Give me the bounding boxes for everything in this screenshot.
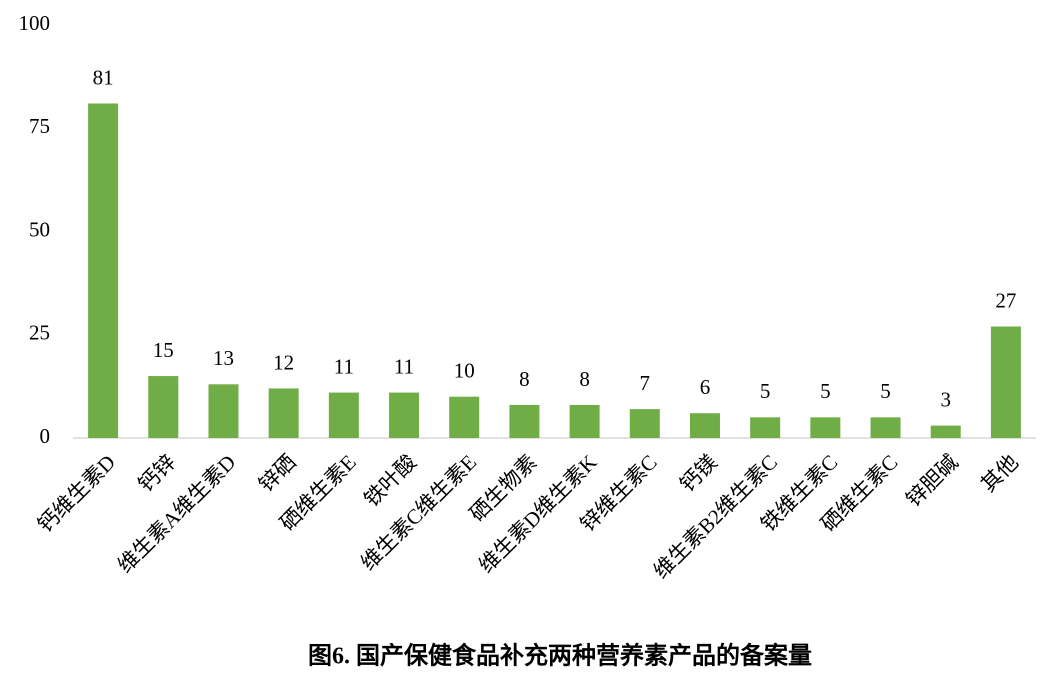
data-label: 6 <box>700 375 711 399</box>
data-label: 5 <box>820 379 831 403</box>
x-tick-label: 钙镁 <box>675 450 722 497</box>
bar <box>148 376 179 438</box>
data-label: 8 <box>579 367 590 391</box>
bar <box>750 417 781 438</box>
data-label: 15 <box>153 338 174 362</box>
data-label: 5 <box>880 379 891 403</box>
bar <box>88 103 119 438</box>
y-tick-label: 50 <box>29 217 50 241</box>
data-label: 3 <box>940 387 951 411</box>
data-label: 7 <box>640 371 651 395</box>
x-tick-label: 其他 <box>976 450 1023 497</box>
bar <box>629 409 660 438</box>
data-label: 13 <box>213 346 234 370</box>
data-label: 8 <box>519 367 530 391</box>
data-label: 11 <box>334 354 354 378</box>
x-tick-label: 锌硒 <box>254 450 301 497</box>
bar <box>449 396 480 438</box>
bar <box>930 425 961 438</box>
data-label: 27 <box>995 288 1016 312</box>
bar <box>689 413 720 438</box>
data-label: 5 <box>760 379 771 403</box>
bar <box>810 417 841 438</box>
bar <box>268 388 299 438</box>
bar <box>389 392 420 438</box>
data-label: 12 <box>273 350 294 374</box>
data-label: 81 <box>93 65 114 89</box>
bar <box>208 384 239 438</box>
x-tick-label: 锌胆碱 <box>901 450 963 512</box>
bar <box>870 417 901 438</box>
bar <box>990 326 1021 438</box>
bar <box>509 404 540 438</box>
x-tick-label: 钙锌 <box>134 450 181 497</box>
bar <box>569 404 600 438</box>
y-tick-label: 100 <box>19 11 51 35</box>
y-tick-label: 25 <box>29 321 50 345</box>
chart-title: 图6. 国产保健食品补充两种营养素产品的备案量 <box>308 642 812 670</box>
y-tick-label: 0 <box>40 424 51 448</box>
x-tick-label: 钙维生素D <box>33 450 120 537</box>
y-tick-label: 75 <box>29 114 50 138</box>
data-label: 10 <box>454 359 475 383</box>
data-label: 11 <box>394 354 414 378</box>
bar <box>328 392 359 438</box>
